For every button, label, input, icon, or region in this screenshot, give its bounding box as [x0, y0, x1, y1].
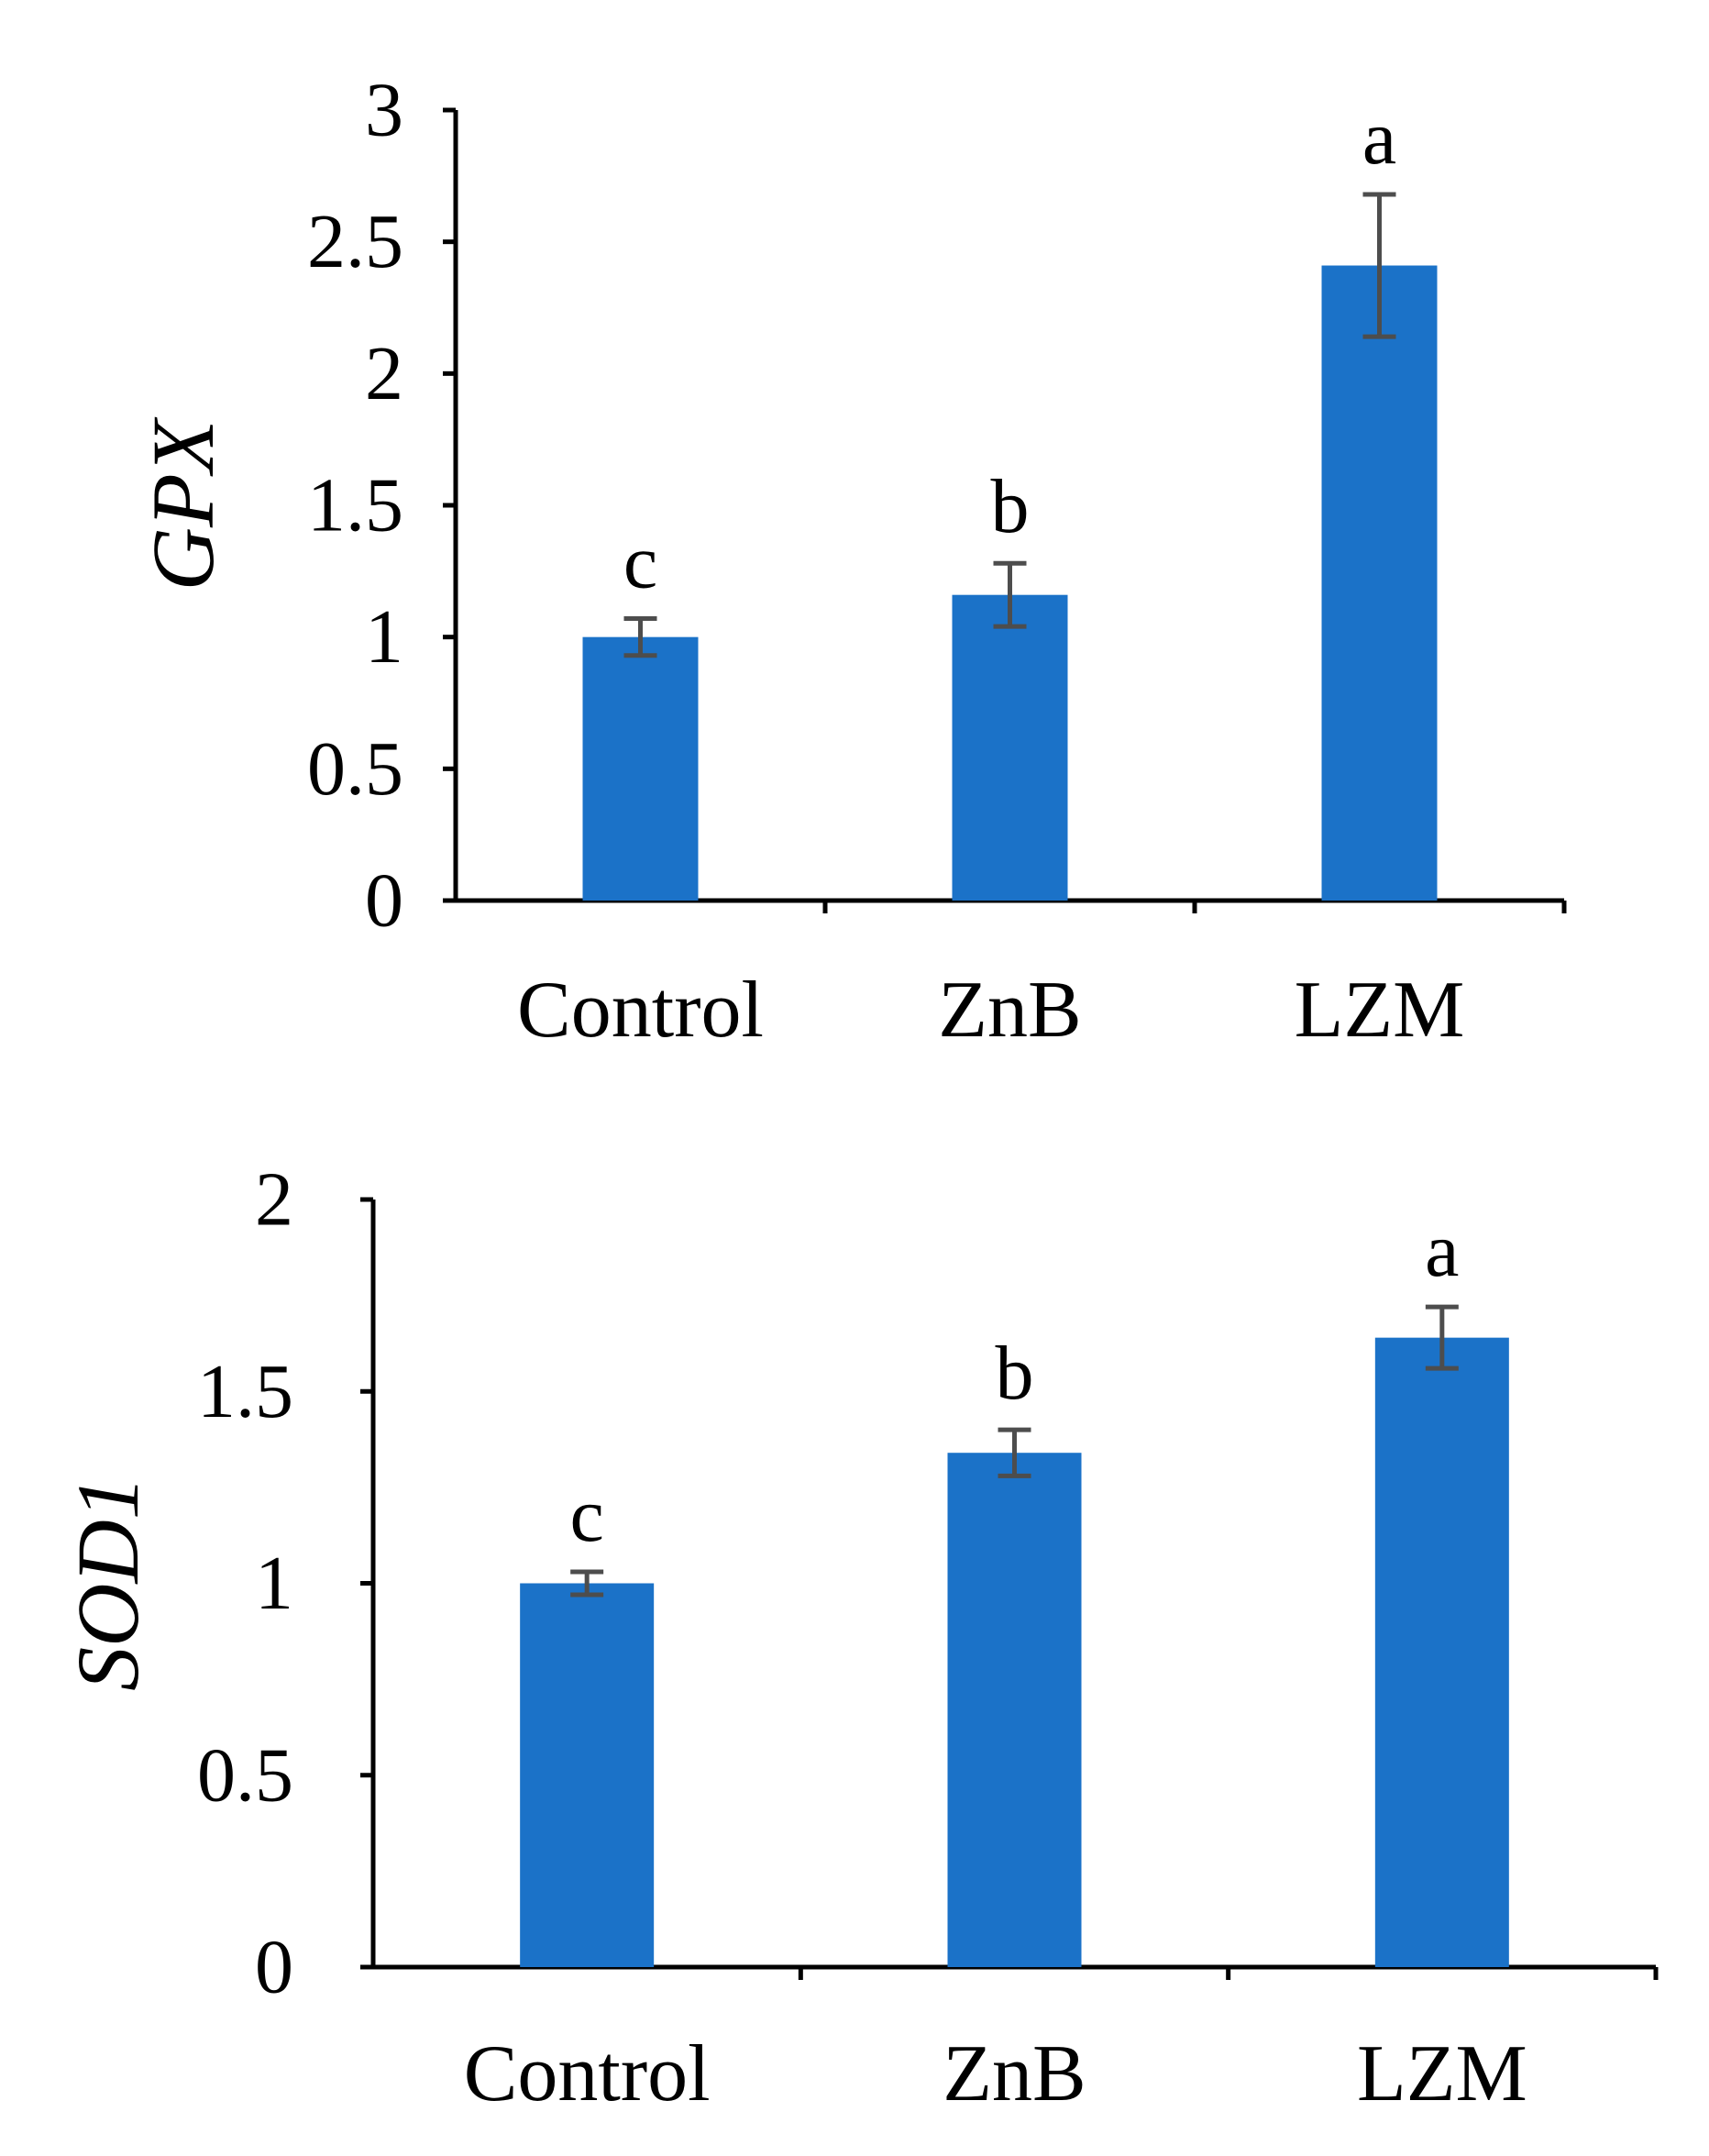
- y-tick-label: 0: [365, 858, 403, 944]
- significance-label: c: [623, 520, 657, 605]
- error-bar-znb: [993, 560, 1027, 629]
- y-tick-label: 0: [255, 1925, 293, 2010]
- y-tick-label: 1: [255, 1541, 293, 1626]
- bar-control: [520, 1583, 655, 1967]
- sod1-chart: 0 0.5 1 1.5 2 c Control b ZnB a LZM SOD1: [59, 1157, 1659, 2118]
- category-label: Control: [517, 966, 764, 1055]
- category-label: LZM: [1295, 966, 1465, 1055]
- y-tick-label: 1: [365, 594, 403, 680]
- y-tick-label: 2: [255, 1157, 293, 1243]
- category-label: LZM: [1357, 2029, 1527, 2118]
- bar-lzm: [1321, 265, 1438, 901]
- y-tick-label: 2: [365, 331, 403, 416]
- significance-label: b: [996, 1331, 1034, 1416]
- y-axis-title: GPX: [134, 416, 232, 591]
- category-label: Control: [464, 2029, 711, 2118]
- y-axis-title: SOD1: [59, 1476, 157, 1691]
- y-tick-label: 0.5: [197, 1732, 293, 1818]
- category-label: ZnB: [943, 2029, 1086, 2118]
- bar-znb: [947, 1453, 1082, 1967]
- y-tick-label: 2.5: [307, 199, 403, 284]
- y-tick-label: 0.5: [307, 726, 403, 812]
- significance-label: a: [1362, 95, 1396, 181]
- y-tick-label: 1.5: [307, 463, 403, 548]
- error-bar-lzm: [1425, 1304, 1459, 1371]
- significance-label: a: [1425, 1208, 1459, 1293]
- gpx-chart: 0 0.5 1 1.5 2 2.5 3 c Control b ZnB a LZM GPX: [134, 68, 1567, 1055]
- bar-lzm: [1374, 1337, 1509, 1967]
- error-bar-znb: [998, 1427, 1031, 1478]
- category-label: ZnB: [938, 966, 1081, 1055]
- error-bar-lzm: [1362, 192, 1396, 339]
- significance-label: c: [570, 1473, 604, 1558]
- error-bar-control: [570, 1569, 604, 1598]
- y-tick-label: 1.5: [197, 1349, 293, 1434]
- error-bar-control: [623, 616, 657, 658]
- bar-control: [582, 636, 699, 901]
- significance-label: b: [991, 464, 1030, 549]
- bar-znb: [952, 594, 1068, 901]
- y-tick-label: 3: [365, 68, 403, 153]
